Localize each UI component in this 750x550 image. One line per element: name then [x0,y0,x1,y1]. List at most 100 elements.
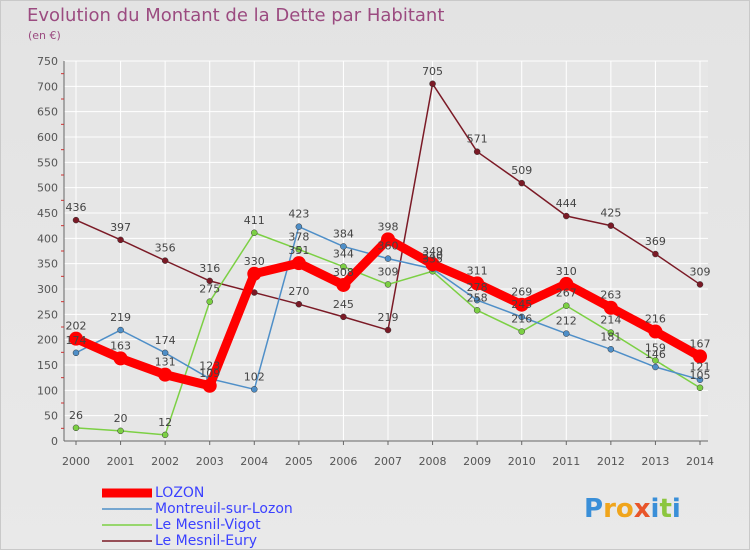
data-label-le-mesnil-vigot-2007: 309 [378,265,399,278]
point-lozon-2013 [648,324,663,339]
data-label-le-mesnil-vigot-2000: 26 [69,409,83,422]
point-lozon-2001 [113,351,128,366]
point-montreuil-sur-lozon-2000 [72,349,80,357]
point-le-mesnil-vigot-2011 [563,302,570,309]
data-label-lozon-2011: 310 [556,265,577,278]
point-montreuil-sur-lozon-2013 [652,363,659,371]
legend-label-le-mesnil-eury: Le Mesnil-Eury [155,533,258,549]
data-label-le-mesnil-eury-2010: 509 [511,164,532,177]
data-label-montreuil-sur-lozon-2003: 123 [199,360,220,373]
data-label-lozon-2003: 109 [199,367,220,380]
point-lozon-2008 [425,257,440,272]
data-label-le-mesnil-vigot-2003: 275 [199,283,220,296]
y-tick-label-700: 700 [37,80,58,93]
data-label-le-mesnil-vigot-2011: 267 [556,287,577,300]
point-le-mesnil-eury-2006 [340,313,347,321]
point-le-mesnil-vigot-2006 [340,263,347,270]
point-le-mesnil-vigot-2005 [295,246,303,253]
data-label-lozon-2004: 330 [244,255,265,268]
data-label-le-mesnil-vigot-2006: 344 [333,248,354,261]
legend-swatch-le-mesnil-vigot [102,524,152,526]
point-le-mesnil-eury-2010 [518,179,525,187]
data-label-lozon-2006: 308 [333,266,354,279]
point-lozon-2010 [514,297,529,312]
y-tick-label-650: 650 [37,106,58,119]
point-le-mesnil-vigot-2013 [652,357,659,364]
chart-legend: LOZON Montreuil-sur-Lozon Le Mesnil-Vigo… [102,485,362,549]
data-label-le-mesnil-vigot-2012: 214 [600,314,621,327]
point-le-mesnil-vigot-2010 [518,328,525,335]
data-label-le-mesnil-eury-2007: 219 [378,311,399,324]
y-tick-label-400: 400 [37,232,58,245]
data-label-le-mesnil-eury-2001: 397 [110,221,131,234]
y-tick-label-350: 350 [37,258,58,271]
data-label-le-mesnil-vigot-2008: 335 [422,252,443,265]
y-tick-label-750: 750 [37,55,58,68]
data-label-lozon-2013: 216 [645,313,666,326]
proxiti-logo-text: Proxiti [584,494,681,524]
x-tick-label-2001: 2001 [107,455,135,468]
y-tick-label-450: 450 [37,207,58,220]
point-montreuil-sur-lozon-2014 [696,376,704,383]
chart-subtitle: (en €) [28,29,61,42]
point-montreuil-sur-lozon-2012 [607,346,615,353]
point-lozon-2006 [336,277,351,292]
data-label-lozon-2014: 167 [690,337,711,350]
point-le-mesnil-vigot-2001 [117,427,124,435]
point-le-mesnil-eury-2001 [117,236,124,244]
point-le-mesnil-vigot-2003 [206,298,213,305]
x-tick-label-2006: 2006 [329,455,357,468]
x-tick-label-2007: 2007 [374,455,402,468]
point-le-mesnil-vigot-2014 [696,384,704,392]
data-label-montreuil-sur-lozon-2010: 245 [511,298,532,311]
data-label-le-mesnil-vigot-2005: 378 [288,230,309,243]
legend-item-le-mesnil-eury: Le Mesnil-Eury [102,533,362,549]
point-le-mesnil-eury-2011 [563,212,570,220]
legend-item-le-mesnil-vigot: Le Mesnil-Vigot [102,517,362,533]
point-montreuil-sur-lozon-2002 [161,349,169,357]
point-le-mesnil-eury-2005 [295,300,303,308]
x-tick-label-2012: 2012 [597,455,625,468]
y-tick-label-600: 600 [37,131,58,144]
data-label-le-mesnil-eury-2013: 369 [645,235,666,248]
data-label-le-mesnil-eury-2011: 444 [556,197,577,210]
data-label-le-mesnil-vigot-2009: 258 [467,291,488,304]
point-le-mesnil-vigot-2004 [251,229,258,237]
legend-item-montreuil-sur-lozon: Montreuil-sur-Lozon [102,501,362,517]
y-tick-label-0: 0 [51,435,58,448]
data-label-lozon-2007: 398 [378,220,399,233]
data-label-le-mesnil-vigot-2013: 159 [645,341,666,354]
data-label-le-mesnil-vigot-2004: 411 [244,214,265,227]
data-label-montreuil-sur-lozon-2008: 340 [422,250,443,263]
legend-label-le-mesnil-vigot: Le Mesnil-Vigot [155,517,261,533]
data-label-le-mesnil-eury-2005: 270 [288,285,309,298]
data-label-le-mesnil-eury-2003: 316 [199,262,220,275]
data-label-lozon-2001: 163 [110,339,131,352]
data-label-lozon-2010: 269 [511,286,532,299]
point-le-mesnil-eury-2014 [696,281,704,288]
data-label-le-mesnil-eury-2008: 705 [422,65,443,78]
data-label-montreuil-sur-lozon-2007: 360 [378,240,399,253]
data-label-le-mesnil-vigot-2001: 20 [114,412,128,425]
point-lozon-2012 [603,300,618,315]
x-tick-label-2000: 2000 [62,455,90,468]
x-tick-label-2014: 2014 [686,455,714,468]
data-label-montreuil-sur-lozon-2009: 278 [467,281,488,294]
y-tick-label-50: 50 [44,410,58,423]
point-montreuil-sur-lozon-2009 [473,296,481,304]
point-le-mesnil-vigot-2002 [161,431,169,439]
data-label-lozon-2000: 202 [66,320,87,333]
point-lozon-2004 [247,266,262,281]
point-le-mesnil-eury-2002 [161,257,169,264]
data-label-le-mesnil-vigot-2002: 12 [158,416,172,429]
point-montreuil-sur-lozon-2007 [384,255,392,262]
point-montreuil-sur-lozon-2011 [563,330,570,337]
point-montreuil-sur-lozon-2001 [117,326,124,334]
point-montreuil-sur-lozon-2004 [251,386,258,393]
x-tick-label-2010: 2010 [508,455,536,468]
point-le-mesnil-eury-2000 [72,216,80,224]
y-tick-label-100: 100 [37,384,58,397]
point-le-mesnil-eury-2012 [607,222,615,229]
x-tick-label-2011: 2011 [552,455,580,468]
data-label-le-mesnil-eury-2000: 436 [66,201,87,214]
